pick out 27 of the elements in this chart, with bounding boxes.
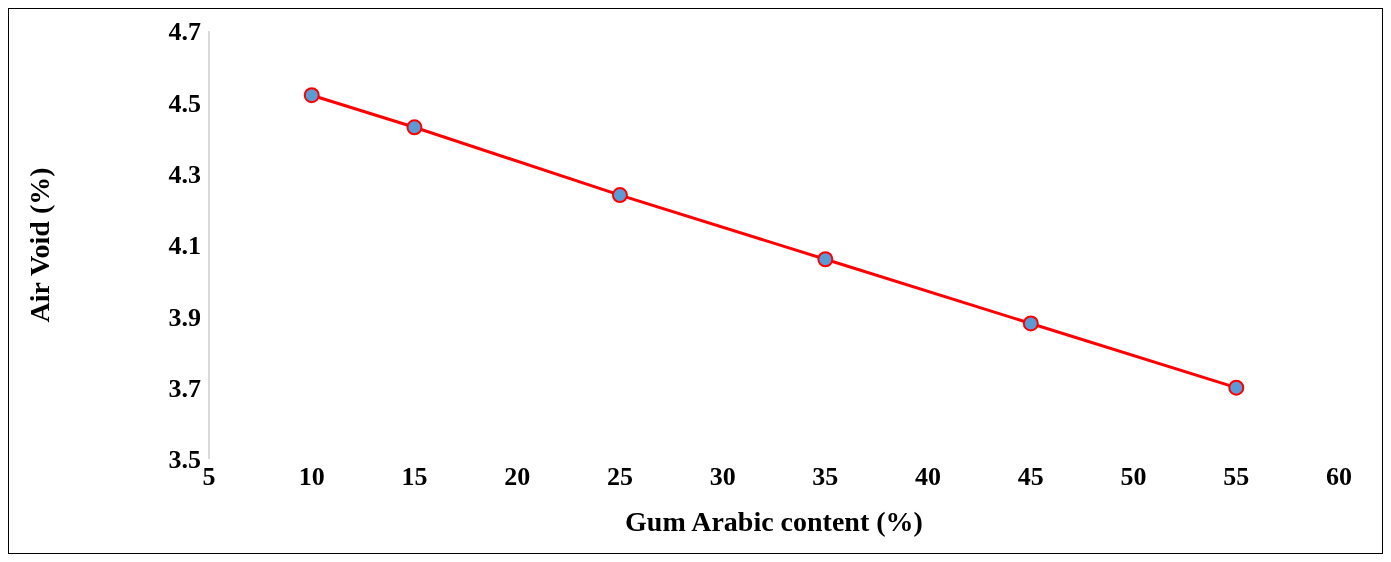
x-tick-label: 55 xyxy=(1223,462,1250,492)
y-tick-label: 4.3 xyxy=(168,159,201,189)
x-tick-label: 45 xyxy=(1017,462,1044,492)
x-tick-label: 20 xyxy=(504,462,531,492)
x-tick-label: 10 xyxy=(298,462,325,492)
y-tick-label: 3.5 xyxy=(168,445,201,475)
point xyxy=(611,187,628,204)
y-tick-label: 4.5 xyxy=(168,88,201,118)
x-tick-label: 40 xyxy=(915,462,942,492)
x-tick-label: 35 xyxy=(812,462,839,492)
y-tick-label: 4.7 xyxy=(168,17,201,47)
x-tick-label: 50 xyxy=(1120,462,1147,492)
point xyxy=(406,119,423,136)
y-tick-label: 4.1 xyxy=(168,231,201,261)
point xyxy=(817,251,834,268)
x-tick-label: 25 xyxy=(606,462,633,492)
x-tick-label: 5 xyxy=(202,462,216,492)
y-tick-label: 3.9 xyxy=(168,302,201,332)
x-tick-label: 30 xyxy=(709,462,736,492)
y-axis-title: Air Void (%) xyxy=(23,167,55,323)
x-axis-title: Gum Arabic content (%) xyxy=(625,506,923,537)
x-tick-label: 60 xyxy=(1326,462,1352,492)
point xyxy=(1228,379,1245,396)
x-tick-label: 15 xyxy=(401,462,428,492)
y-tick-label: 3.7 xyxy=(168,373,201,403)
point xyxy=(303,87,320,104)
point xyxy=(1022,315,1039,332)
